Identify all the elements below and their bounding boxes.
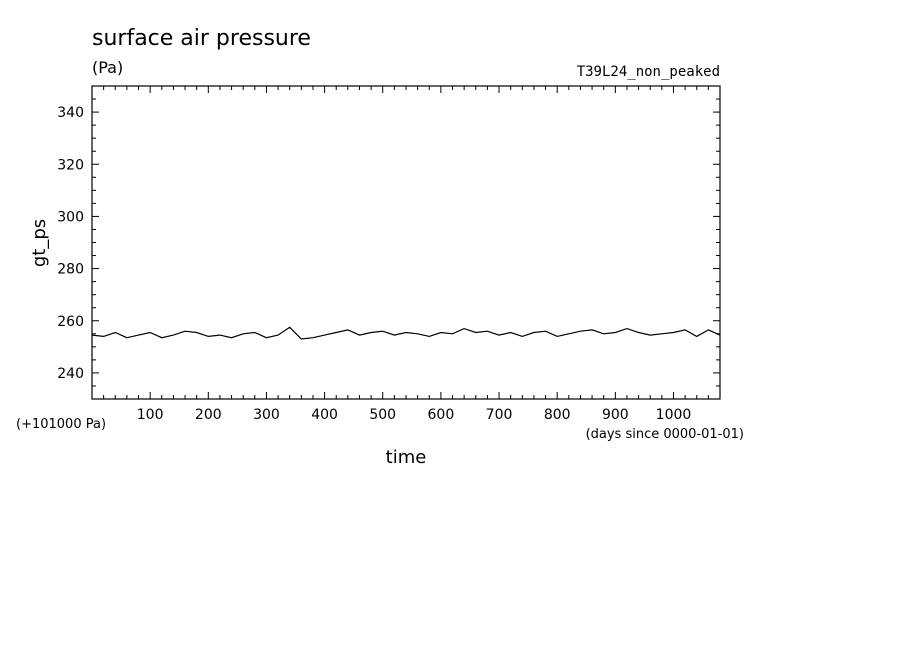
chart-title: surface air pressure <box>92 26 311 51</box>
x-axis-label: time <box>386 447 427 468</box>
y-offset-label: (+101000 Pa) <box>16 417 106 432</box>
y-axis-ticks <box>92 98 720 387</box>
y-tick-label: 340 <box>57 105 84 121</box>
x-tick-label: 400 <box>311 407 338 423</box>
x-tick-label: 900 <box>602 407 629 423</box>
series-line <box>91 326 721 340</box>
y-tick-label: 260 <box>57 314 84 330</box>
y-axis-label: gt_ps <box>29 219 50 267</box>
y-tick-label: 320 <box>57 157 84 173</box>
x-tick-label: 800 <box>544 407 571 423</box>
x-tick-label: 700 <box>486 407 513 423</box>
y-tick-label: 240 <box>57 366 84 382</box>
units-label: (Pa) <box>92 58 123 77</box>
x-tick-label: 200 <box>195 407 222 423</box>
x-units-label: (days since 0000-01-01) <box>586 427 744 442</box>
x-tick-label: 300 <box>253 407 280 423</box>
x-tick-label: 500 <box>369 407 396 423</box>
plot-frame <box>91 85 721 400</box>
x-tick-label: 600 <box>428 407 455 423</box>
run-name-label: T39L24_non_peaked <box>577 64 720 80</box>
x-tick-label: 100 <box>137 407 164 423</box>
y-tick-label: 280 <box>57 262 84 278</box>
y-axis-tick-labels: 240 260 280 300 320 340 <box>57 105 84 382</box>
x-axis-tick-labels: 100 200 300 400 500 600 700 800 900 1000 <box>137 407 692 423</box>
x-tick-label: 1000 <box>656 407 692 423</box>
x-axis-ticks <box>103 86 709 399</box>
y-tick-label: 300 <box>57 209 84 225</box>
